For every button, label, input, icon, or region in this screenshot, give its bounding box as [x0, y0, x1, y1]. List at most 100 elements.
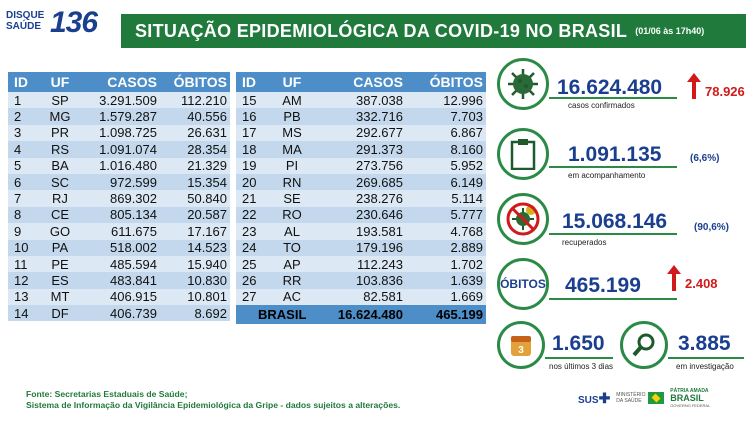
recuperados-value: 15.068.146 [562, 210, 668, 233]
row-uf: PA [42, 239, 78, 256]
row-uf: ES [42, 272, 78, 289]
no-virus-icon [506, 202, 540, 236]
table-row: 7 RJ 869.302 50.840 [8, 190, 230, 207]
clipboard-icon [510, 139, 536, 170]
row-id: 5 [8, 157, 42, 174]
row-id: 2 [8, 108, 42, 125]
logo-line2: SAÚDE [6, 21, 42, 32]
table-row: 27 AC 82.581 1.669 [236, 288, 486, 306]
table-row: 12 ES 483.841 10.830 [8, 272, 230, 289]
row-uf: PB [274, 108, 310, 125]
col-id: ID [8, 72, 42, 92]
calendar-icon: 3 [511, 336, 531, 356]
row-id: 11 [8, 255, 42, 273]
row-casos: 1.579.287 [78, 108, 160, 125]
table-row: 2 MG 1.579.287 40.556 [8, 108, 230, 125]
row-id: 17 [236, 124, 274, 142]
total-label: BRASIL [236, 305, 310, 325]
obitos-circle: ÓBITOS [497, 258, 549, 310]
acompanhamento-value: 1.091.135 [568, 143, 662, 166]
row-uf: AM [274, 92, 310, 109]
row-obitos: 4.768 [406, 223, 486, 240]
virus-icon [508, 69, 538, 99]
virus-icon-circle [497, 58, 549, 110]
disque-saude-logo: DISQUE SAÚDE 136 [6, 6, 114, 44]
row-casos: 291.373 [310, 141, 406, 158]
row-casos: 103.836 [310, 272, 406, 289]
row-uf: RN [274, 173, 310, 191]
ministerio-logo: MINISTÉRIO DA SAÚDE [616, 392, 646, 404]
row-obitos: 5.114 [406, 190, 486, 207]
row-obitos: 8.160 [406, 141, 486, 158]
investigacao-value: 3.885 [678, 332, 731, 355]
row-obitos: 1.639 [406, 272, 486, 289]
table-row: 14 DF 406.739 8.692 [8, 305, 230, 322]
magnifier-icon [632, 333, 655, 357]
arrow-up-icon [667, 265, 681, 291]
confirmados-delta: 78.926 [705, 84, 745, 99]
row-casos: 869.302 [78, 190, 160, 207]
ultimos-value: 1.650 [552, 332, 605, 355]
row-uf: GO [42, 223, 78, 240]
table-row: 10 PA 518.002 14.523 [8, 239, 230, 256]
row-obitos: 6.867 [406, 124, 486, 142]
row-casos: 82.581 [310, 288, 406, 306]
table-header-row: ID UF CASOS ÓBITOS [236, 72, 486, 92]
flag-icon [648, 392, 665, 404]
row-uf: PE [42, 255, 78, 273]
table-row: 15 AM 387.038 12.996 [236, 92, 486, 109]
row-obitos: 14.523 [160, 239, 230, 256]
row-id: 14 [8, 305, 42, 322]
header-bar: SITUAÇÃO EPIDEMIOLÓGICA DA COVID-19 NO B… [121, 14, 746, 48]
row-uf: MG [42, 108, 78, 125]
table-row: 21 SE 238.276 5.114 [236, 190, 486, 207]
row-obitos: 15.940 [160, 255, 230, 273]
row-uf: RO [274, 206, 310, 224]
col-obitos: ÓBITOS [160, 72, 230, 92]
row-id: 1 [8, 92, 42, 109]
row-casos: 193.581 [310, 223, 406, 240]
row-obitos: 1.669 [406, 288, 486, 306]
row-casos: 972.599 [78, 173, 160, 191]
row-obitos: 7.703 [406, 108, 486, 125]
row-uf: CE [42, 206, 78, 224]
row-obitos: 1.702 [406, 255, 486, 273]
row-uf: SE [274, 190, 310, 207]
calendar-icon-circle: 3 [497, 321, 545, 369]
row-uf: RS [42, 141, 78, 158]
row-uf: BA [42, 157, 78, 174]
row-id: 13 [8, 288, 42, 306]
row-id: 26 [236, 272, 274, 289]
acompanhamento-pct: (6,6%) [690, 153, 720, 164]
row-obitos: 40.556 [160, 108, 230, 125]
row-id: 3 [8, 124, 42, 142]
row-uf: RJ [42, 190, 78, 207]
logo-number: 136 [50, 6, 98, 39]
acompanhamento-label: em acompanhamento [568, 171, 646, 180]
table-row: 3 PR 1.098.725 26.631 [8, 124, 230, 142]
row-obitos: 50.840 [160, 190, 230, 207]
table-row: 9 GO 611.675 17.167 [8, 223, 230, 240]
row-uf: MT [42, 288, 78, 306]
row-uf: PI [274, 157, 310, 174]
investigacao-label: em investigação [676, 362, 734, 371]
table-row: 23 AL 193.581 4.768 [236, 223, 486, 240]
row-uf: PR [42, 124, 78, 142]
row-casos: 332.716 [310, 108, 406, 125]
table-row: 13 MT 406.915 10.801 [8, 288, 230, 306]
row-obitos: 17.167 [160, 223, 230, 240]
col-id: ID [236, 72, 274, 92]
table-row: 24 TO 179.196 2.889 [236, 239, 486, 256]
row-id: 16 [236, 108, 274, 125]
row-casos: 238.276 [310, 190, 406, 207]
sus-logo: SUS✚ [578, 389, 611, 406]
calendar-number: 3 [518, 345, 524, 356]
states-table-left: ID UF CASOS ÓBITOS 1 SP 3.291.509 112.210 2 M… [8, 72, 230, 322]
row-id: 20 [236, 173, 274, 191]
row-id: 4 [8, 141, 42, 158]
row-obitos: 28.354 [160, 141, 230, 158]
row-casos: 611.675 [78, 223, 160, 240]
col-obitos: ÓBITOS [406, 72, 486, 92]
page-title: SITUAÇÃO EPIDEMIOLÓGICA DA COVID-19 NO B… [135, 20, 628, 41]
row-id: 19 [236, 157, 274, 174]
